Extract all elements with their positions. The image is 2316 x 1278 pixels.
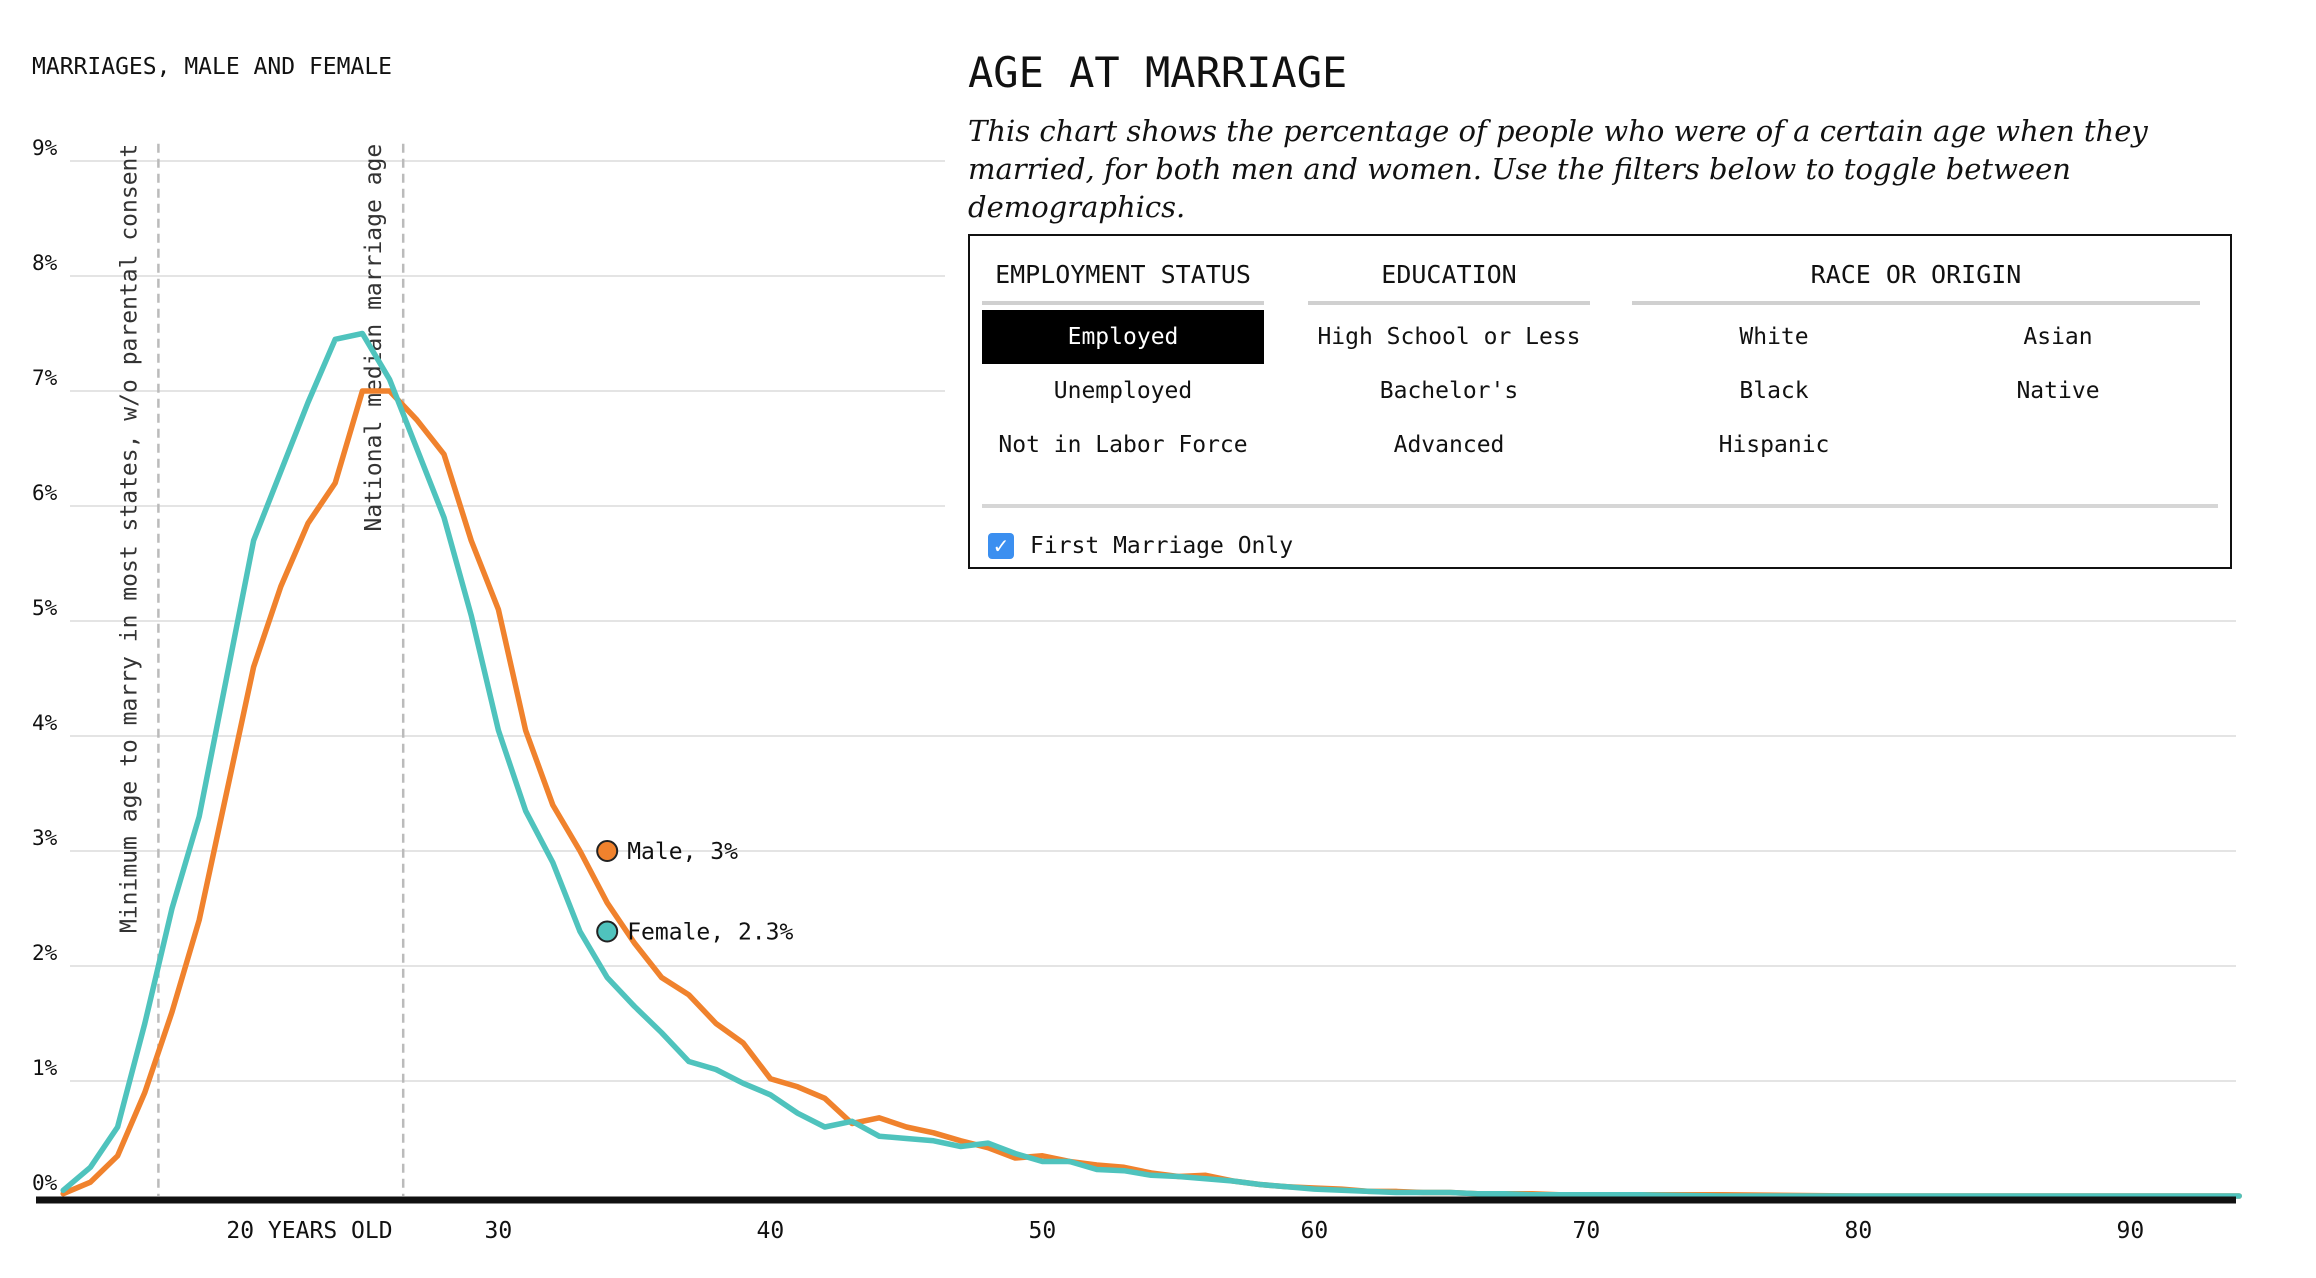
x-tick-label: 80 (1845, 1218, 1873, 1244)
reference-line-label: Minimum age to marry in most states, w/o… (116, 144, 142, 933)
filter-black[interactable]: Black (1739, 378, 1809, 404)
x-tick-label: 50 (1029, 1218, 1057, 1244)
filter-panel: EMPLOYMENT STATUS EDUCATION RACE OR ORIG… (968, 234, 2232, 569)
x-tick-label: 70 (1573, 1218, 1601, 1244)
filter-employed[interactable]: Employed (982, 310, 1264, 364)
y-tick-label: 6% (32, 481, 58, 505)
filter-bachelors[interactable]: Bachelor's (1379, 378, 1519, 404)
panel-title: AGE AT MARRIAGE (968, 48, 1348, 97)
filter-unemployed[interactable]: Unemployed (1053, 378, 1193, 404)
y-tick-label: 8% (32, 251, 58, 275)
y-tick-label: 4% (32, 711, 58, 735)
y-tick-label: 2% (32, 941, 58, 965)
y-tick-label: 7% (32, 366, 58, 390)
annotation-marker (596, 840, 619, 862)
x-axis-tick-labels: 20 YEARS OLD 30 40 50 60 70 80 90 (226, 1218, 2144, 1244)
x-tick-label: 20 YEARS OLD (226, 1218, 392, 1244)
filter-white[interactable]: White (1739, 324, 1809, 350)
series-line-female (60, 330, 2242, 1199)
chart-title: MARRIAGES, MALE AND FEMALE (32, 54, 392, 80)
filter-asian[interactable]: Asian (2023, 324, 2093, 350)
x-tick-label: 90 (2117, 1218, 2145, 1244)
education-heading: EDUCATION (1308, 260, 1590, 305)
checkbox-checked-icon[interactable]: ✓ (988, 533, 1014, 559)
annotation-label: Male, 3% (627, 839, 738, 865)
filter-native[interactable]: Native (2016, 378, 2100, 404)
filter-high-school-or-less[interactable]: High School or Less (1317, 324, 1581, 350)
y-tick-label: 3% (32, 826, 58, 850)
race-origin-heading: RACE OR ORIGIN (1632, 260, 2200, 305)
employment-status-heading: EMPLOYMENT STATUS (982, 260, 1264, 305)
annotation-label: Female, 2.3% (627, 920, 793, 946)
x-tick-label: 40 (757, 1218, 785, 1244)
annotation-marker (596, 920, 619, 943)
filter-hispanic[interactable]: Hispanic (1718, 432, 1830, 458)
y-tick-label: 9% (32, 136, 58, 160)
series-annotations: Male, 3% Female, 2.3% (596, 839, 794, 946)
x-tick-label: 60 (1301, 1218, 1329, 1244)
panel-description: This chart shows the percentage of peopl… (968, 114, 2148, 224)
x-tick-label: 30 (485, 1218, 513, 1244)
filter-not-in-labor-force[interactable]: Not in Labor Force (998, 432, 1248, 458)
series-lines (60, 330, 2242, 1199)
first-marriage-label: First Marriage Only (1030, 533, 1294, 559)
y-tick-label: 1% (32, 1056, 58, 1080)
filter-divider (982, 504, 2218, 508)
y-axis-tick-labels: 0% 1% 2% 3% 4% 5% 6% 7% 8% 9% (32, 136, 58, 1195)
y-tick-label: 5% (32, 596, 58, 620)
filter-advanced[interactable]: Advanced (1393, 432, 1505, 458)
reference-lines: Minimum age to marry in most states, w/o… (116, 144, 405, 1196)
y-tick-label: 0% (32, 1171, 58, 1195)
y-gridlines (70, 160, 2236, 1082)
first-marriage-toggle[interactable]: ✓ First Marriage Only (988, 526, 1293, 566)
